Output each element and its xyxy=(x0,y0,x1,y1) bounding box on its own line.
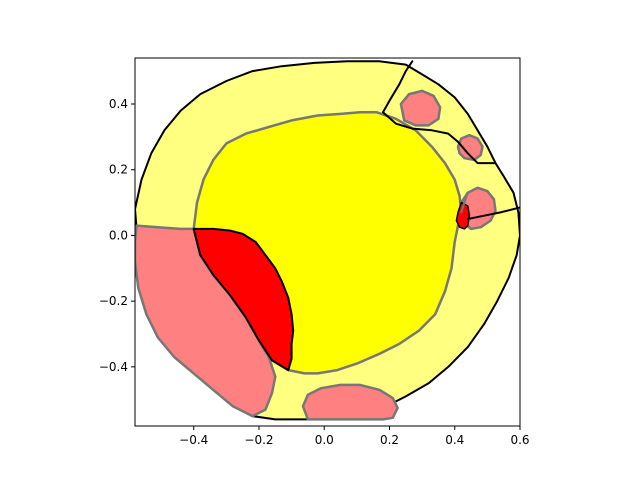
y-tick-label: −0.2 xyxy=(99,294,128,308)
x-tick-label: −0.4 xyxy=(179,433,208,447)
boundary-top-divider xyxy=(382,60,414,114)
regions-layer xyxy=(135,60,520,421)
region-top-right-blob xyxy=(399,89,442,127)
region-right-red-sliver xyxy=(455,201,471,230)
x-tick-label: 0.0 xyxy=(315,433,334,447)
boundary-right-divider xyxy=(466,206,520,220)
boundary-inner-upper-boundary xyxy=(460,191,469,214)
x-axis-ticks: −0.4 −0.2 0.0 0.2 0.4 0.6 xyxy=(179,426,530,447)
boundaries-layer xyxy=(382,60,520,220)
boundary-top-right-divider xyxy=(382,111,497,165)
x-tick-label: 0.4 xyxy=(445,433,464,447)
y-tick-label: −0.4 xyxy=(99,360,128,374)
y-tick-label: 0.4 xyxy=(109,97,128,111)
y-tick-label: 0.2 xyxy=(109,163,128,177)
x-tick-label: 0.6 xyxy=(510,433,529,447)
axes-frame xyxy=(134,57,521,427)
region-small-blob xyxy=(456,133,484,162)
region-dark-red-wedge xyxy=(192,227,295,372)
x-tick-label: 0.2 xyxy=(380,433,399,447)
x-tick-label: −0.2 xyxy=(244,433,273,447)
y-tick-label: 0.0 xyxy=(109,228,128,242)
region-bottom-blob xyxy=(301,383,399,421)
y-axis-ticks: −0.4 −0.2 0.0 0.2 0.4 xyxy=(99,97,135,374)
